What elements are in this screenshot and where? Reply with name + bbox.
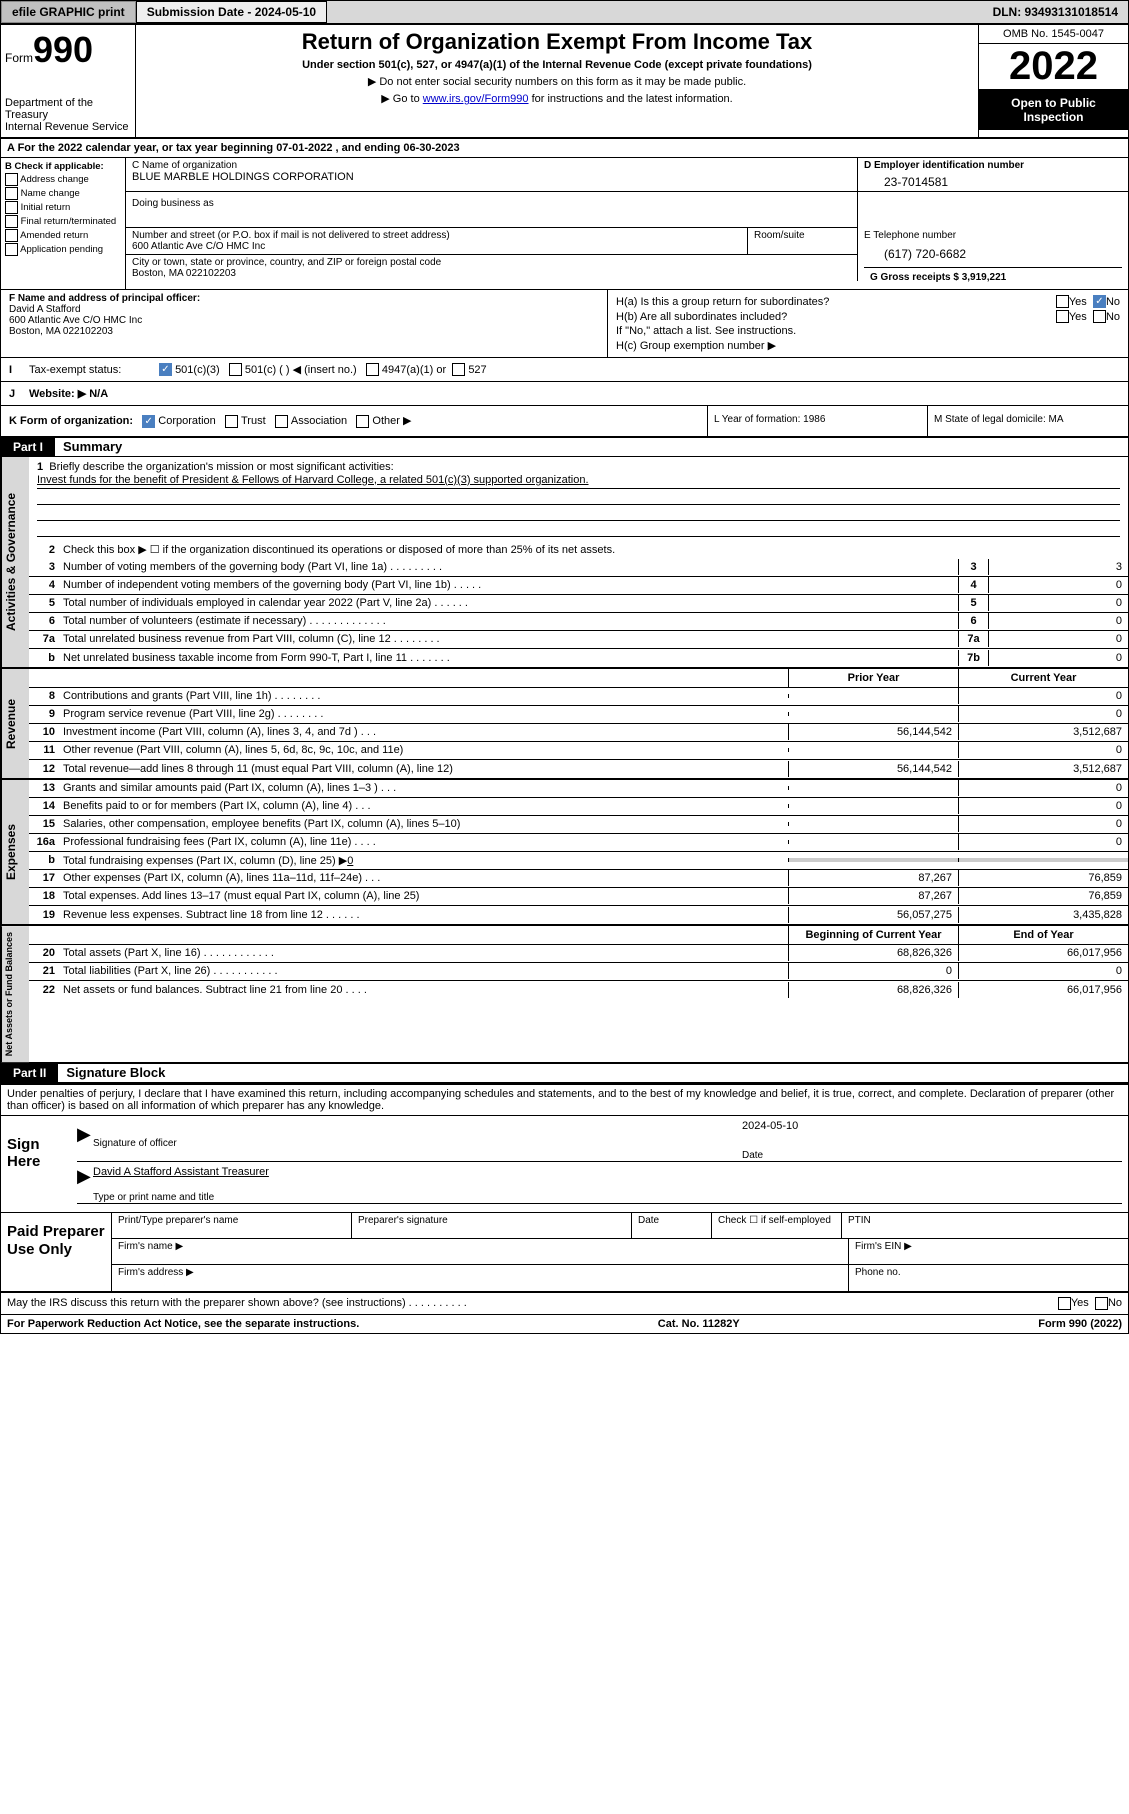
- header-mid: Return of Organization Exempt From Incom…: [136, 25, 978, 137]
- chk-527[interactable]: [452, 363, 465, 376]
- open-public: Open to Public Inspection: [979, 90, 1128, 130]
- chk-501c3[interactable]: ✓: [159, 363, 172, 376]
- dba: Doing business as: [126, 192, 858, 228]
- ein-value: 23-7014581: [884, 175, 1122, 189]
- dln: DLN: 93493131018514: [983, 2, 1128, 22]
- discuss-no[interactable]: [1095, 1297, 1108, 1310]
- mission-text: Invest funds for the benefit of Presiden…: [37, 473, 1120, 489]
- section-i: I Tax-exempt status: ✓ 501(c)(3) 501(c) …: [1, 358, 1128, 382]
- city-value: Boston, MA 022102203: [132, 268, 851, 279]
- section-fh: F Name and address of principal officer:…: [1, 290, 1128, 358]
- gross-receipts: G Gross receipts $ 3,919,221: [864, 267, 1122, 287]
- hb-no[interactable]: [1093, 310, 1106, 323]
- chk-name-change[interactable]: Name change: [5, 187, 121, 200]
- vert-revenue: Revenue: [1, 669, 29, 778]
- val-7b: 0: [988, 650, 1128, 666]
- vert-expenses: Expenses: [1, 780, 29, 924]
- note-ssn: ▶ Do not enter social security numbers o…: [144, 75, 970, 88]
- chk-initial-return[interactable]: Initial return: [5, 201, 121, 214]
- mission-block: 1 Briefly describe the organization's mi…: [29, 457, 1128, 541]
- val-5: 0: [988, 595, 1128, 611]
- header-left: Form990 Department of the Treasury Inter…: [1, 25, 136, 137]
- officer-addr2: Boston, MA 022102203: [9, 326, 599, 337]
- chk-amended-return[interactable]: Amended return: [5, 229, 121, 242]
- omb-number: OMB No. 1545-0047: [979, 25, 1128, 44]
- row-a-tax-year: A For the 2022 calendar year, or tax yea…: [1, 139, 1128, 158]
- chk-address-change[interactable]: Address change: [5, 173, 121, 186]
- chk-4947[interactable]: [366, 363, 379, 376]
- expenses-block: Expenses 13Grants and similar amounts pa…: [1, 780, 1128, 926]
- paid-preparer: Paid Preparer Use Only Print/Type prepar…: [1, 1213, 1128, 1293]
- officer-name: David A Stafford: [9, 304, 599, 315]
- section-k: K Form of organization: ✓ Corporation Tr…: [1, 406, 708, 436]
- net-assets-block: Net Assets or Fund Balances Beginning of…: [1, 926, 1128, 1064]
- dept-treasury: Department of the Treasury Internal Reve…: [5, 97, 131, 133]
- chk-other[interactable]: [356, 415, 369, 428]
- chk-501c[interactable]: [229, 363, 242, 376]
- section-cde: C Name of organization BLUE MARBLE HOLDI…: [126, 158, 1128, 289]
- revenue-block: Revenue Prior YearCurrent Year 8Contribu…: [1, 669, 1128, 780]
- sig-officer-label: Signature of officer: [93, 1124, 742, 1161]
- chk-assoc[interactable]: [275, 415, 288, 428]
- signature-block: Under penalties of perjury, I declare th…: [1, 1083, 1128, 1333]
- org-name-cell: C Name of organization BLUE MARBLE HOLDI…: [126, 158, 858, 191]
- submission-date: Submission Date - 2024-05-10: [136, 1, 327, 23]
- section-l: L Year of formation: 1986: [708, 406, 928, 436]
- form-word: Form: [5, 51, 33, 65]
- officer-name-title: David A Stafford Assistant Treasurer: [93, 1166, 269, 1178]
- val-4: 0: [988, 577, 1128, 593]
- val-6: 0: [988, 613, 1128, 629]
- org-name: BLUE MARBLE HOLDINGS CORPORATION: [132, 171, 851, 183]
- address-block: Number and street (or P.O. box if mail i…: [126, 228, 858, 289]
- val-7a: 0: [988, 631, 1128, 647]
- section-j: JWebsite: ▶ N/A: [1, 382, 1128, 406]
- form-header: Form990 Department of the Treasury Inter…: [1, 25, 1128, 139]
- declaration-text: Under penalties of perjury, I declare th…: [1, 1085, 1128, 1116]
- irs-link[interactable]: www.irs.gov/Form990: [423, 93, 529, 105]
- phone-value: (617) 720-6682: [884, 247, 1122, 261]
- activities-governance: Activities & Governance 1 Briefly descri…: [1, 457, 1128, 669]
- ha-yes[interactable]: [1056, 295, 1069, 308]
- tax-year: 2022: [979, 44, 1128, 90]
- chk-trust[interactable]: [225, 415, 238, 428]
- part1-header: Part ISummary: [1, 438, 1128, 457]
- section-h: H(a) Is this a group return for subordin…: [608, 290, 1128, 357]
- part2-header: Part IISignature Block: [1, 1064, 1128, 1083]
- city-cell: City or town, state or province, country…: [126, 255, 858, 281]
- suite-cell: Room/suite: [747, 228, 857, 254]
- chk-corp[interactable]: ✓: [142, 415, 155, 428]
- ein-cell: D Employer identification number 23-7014…: [858, 158, 1128, 191]
- officer-addr1: 600 Atlantic Ave C/O HMC Inc: [9, 315, 599, 326]
- discuss-yes[interactable]: [1058, 1297, 1071, 1310]
- street-value: 600 Atlantic Ave C/O HMC Inc: [132, 241, 741, 252]
- street-cell: Number and street (or P.O. box if mail i…: [126, 228, 747, 254]
- chk-application-pending[interactable]: Application pending: [5, 243, 121, 256]
- footer: For Paperwork Reduction Act Notice, see …: [1, 1315, 1128, 1333]
- header-right: OMB No. 1545-0047 2022 Open to Public In…: [978, 25, 1128, 137]
- discuss-row: May the IRS discuss this return with the…: [1, 1293, 1128, 1315]
- phone-gross-block: E Telephone number (617) 720-6682 G Gros…: [858, 228, 1128, 289]
- section-f: F Name and address of principal officer:…: [1, 290, 608, 357]
- val-3: 3: [988, 559, 1128, 575]
- form-990: Form990 Department of the Treasury Inter…: [0, 24, 1129, 1334]
- form-title: Return of Organization Exempt From Incom…: [144, 29, 970, 55]
- sig-date-value: 2024-05-10: [742, 1120, 798, 1132]
- ha-no[interactable]: ✓: [1093, 295, 1106, 308]
- hb-yes[interactable]: [1056, 310, 1069, 323]
- vert-activities: Activities & Governance: [1, 457, 29, 667]
- form-number: 990: [33, 29, 93, 70]
- section-m: M State of legal domicile: MA: [928, 406, 1128, 436]
- efile-print-button[interactable]: efile GRAPHIC print: [1, 1, 136, 23]
- b-label: B Check if applicable:: [5, 161, 121, 172]
- toolbar: efile GRAPHIC print Submission Date - 20…: [0, 0, 1129, 24]
- note-link: ▶ Go to www.irs.gov/Form990 for instruct…: [144, 92, 970, 105]
- section-klm: K Form of organization: ✓ Corporation Tr…: [1, 406, 1128, 438]
- vert-net-assets: Net Assets or Fund Balances: [1, 926, 29, 1062]
- chk-final-return[interactable]: Final return/terminated: [5, 215, 121, 228]
- form-subtitle: Under section 501(c), 527, or 4947(a)(1)…: [144, 59, 970, 71]
- section-b: B Check if applicable: Address change Na…: [1, 158, 126, 289]
- sign-here: Sign Here ▶ Signature of officer 2024-05…: [1, 1116, 1128, 1213]
- section-bcd: B Check if applicable: Address change Na…: [1, 158, 1128, 290]
